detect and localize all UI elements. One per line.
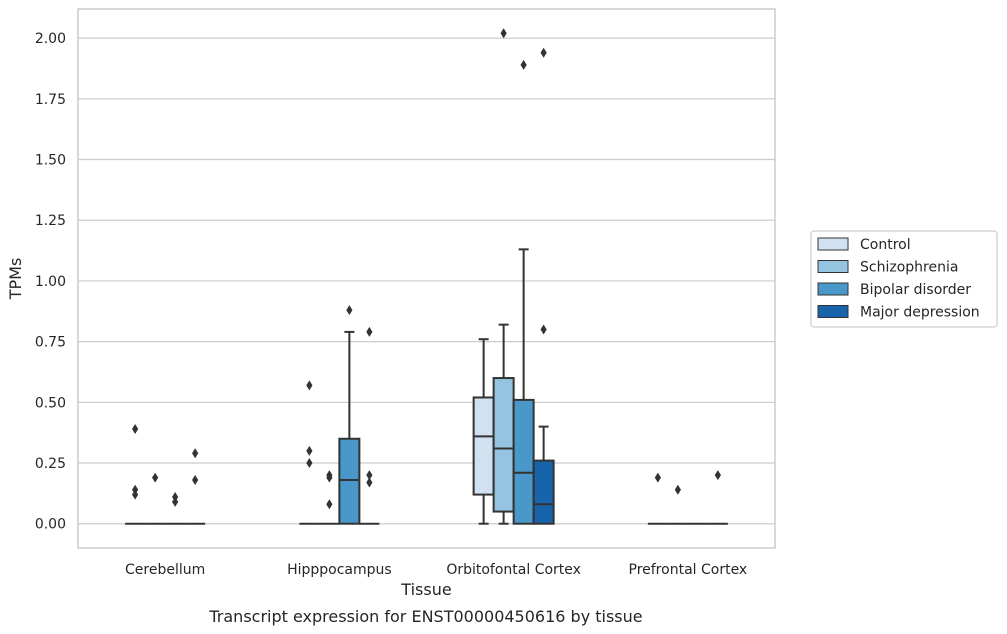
- chart-caption: Transcript expression for ENST0000045061…: [208, 607, 642, 626]
- x-tick-labels: Cerebellum Hipppocampus Orbitofontal Corte…: [125, 562, 747, 578]
- y-tick-labels: 0.00 0.25 0.50 0.75 1.00 1.25 1.50 1.75 2.00: [35, 31, 66, 533]
- box-1-1: [319, 470, 340, 525]
- outlier-point: [540, 324, 547, 335]
- outlier-point: [306, 445, 313, 456]
- legend-swatch: [817, 305, 849, 318]
- box-body: [512, 398, 535, 525]
- legend-swatch: [817, 237, 849, 251]
- outlier-point: [654, 472, 661, 483]
- box-3-2: [532, 47, 555, 525]
- y-gridlines: [78, 37, 775, 525]
- outlier-point: [520, 59, 527, 70]
- outlier-point: [172, 496, 179, 507]
- x-tick-label: Prefrontal Cortex: [629, 562, 748, 578]
- outlier-point: [132, 424, 139, 435]
- legend-label: Bipolar disorder: [860, 282, 971, 298]
- plot-area: [125, 28, 728, 525]
- box-body: [472, 396, 495, 496]
- legend-label: Schizophrenia: [860, 260, 958, 276]
- outlier-point: [540, 47, 547, 58]
- box-1-3: [667, 484, 688, 525]
- box-body: [532, 459, 555, 525]
- outlier-point: [346, 305, 353, 316]
- box-3-1: [359, 326, 380, 525]
- box-2-1: [338, 305, 361, 525]
- y-tick-label: 0.50: [35, 395, 66, 411]
- outlier-point: [366, 477, 373, 488]
- legend-label: Control: [860, 237, 911, 253]
- y-tick-label: 1.50: [35, 153, 66, 169]
- y-axis-label: TPMs: [6, 258, 25, 301]
- axes-frame: [77, 8, 776, 549]
- outlier-point: [326, 472, 333, 483]
- box-1-0: [145, 472, 166, 525]
- x-tick-label: Orbitofontal Cortex: [446, 562, 581, 578]
- box-2-2: [512, 59, 535, 525]
- box-0-3: [647, 472, 668, 525]
- x-tick-label: Hipppocampus: [287, 562, 392, 578]
- y-tick-label: 1.00: [35, 274, 66, 290]
- y-tick-label: 0.00: [35, 517, 66, 533]
- outlier-point: [132, 489, 139, 500]
- box-3-0: [185, 448, 206, 525]
- box-1-2: [492, 28, 515, 525]
- box-body: [492, 377, 515, 513]
- x-tick-label: Cerebellum: [125, 562, 205, 578]
- outlier-point: [500, 28, 507, 39]
- box-0-1: [299, 380, 320, 525]
- box-0-0: [125, 424, 146, 525]
- legend-swatch: [817, 282, 849, 296]
- outlier-point: [152, 472, 159, 483]
- y-tick-label: 0.25: [35, 456, 66, 472]
- y-tick-label: 0.75: [35, 335, 66, 351]
- outlier-point: [192, 475, 199, 486]
- outlier-point: [192, 448, 199, 459]
- legend-label: Major depression: [860, 305, 980, 321]
- box-2-0: [165, 492, 186, 525]
- box-3-3: [707, 470, 728, 525]
- box-0-2: [472, 338, 495, 525]
- x-axis-label: Tissue: [400, 580, 451, 599]
- legend: Control Schizophrenia Bipolar disorder Majo…: [810, 230, 998, 328]
- box-body: [338, 437, 361, 525]
- legend-frame: [810, 230, 998, 328]
- outlier-point: [306, 380, 313, 391]
- outlier-point: [366, 470, 373, 481]
- outlier-point: [714, 470, 721, 481]
- legend-swatch: [817, 260, 849, 273]
- outlier-point: [366, 326, 373, 337]
- outlier-point: [674, 484, 681, 495]
- y-tick-label: 2.00: [35, 31, 66, 47]
- outlier-point: [306, 458, 313, 469]
- outlier-point: [326, 499, 333, 510]
- y-tick-label: 1.25: [35, 213, 66, 229]
- y-tick-label: 1.75: [35, 92, 66, 108]
